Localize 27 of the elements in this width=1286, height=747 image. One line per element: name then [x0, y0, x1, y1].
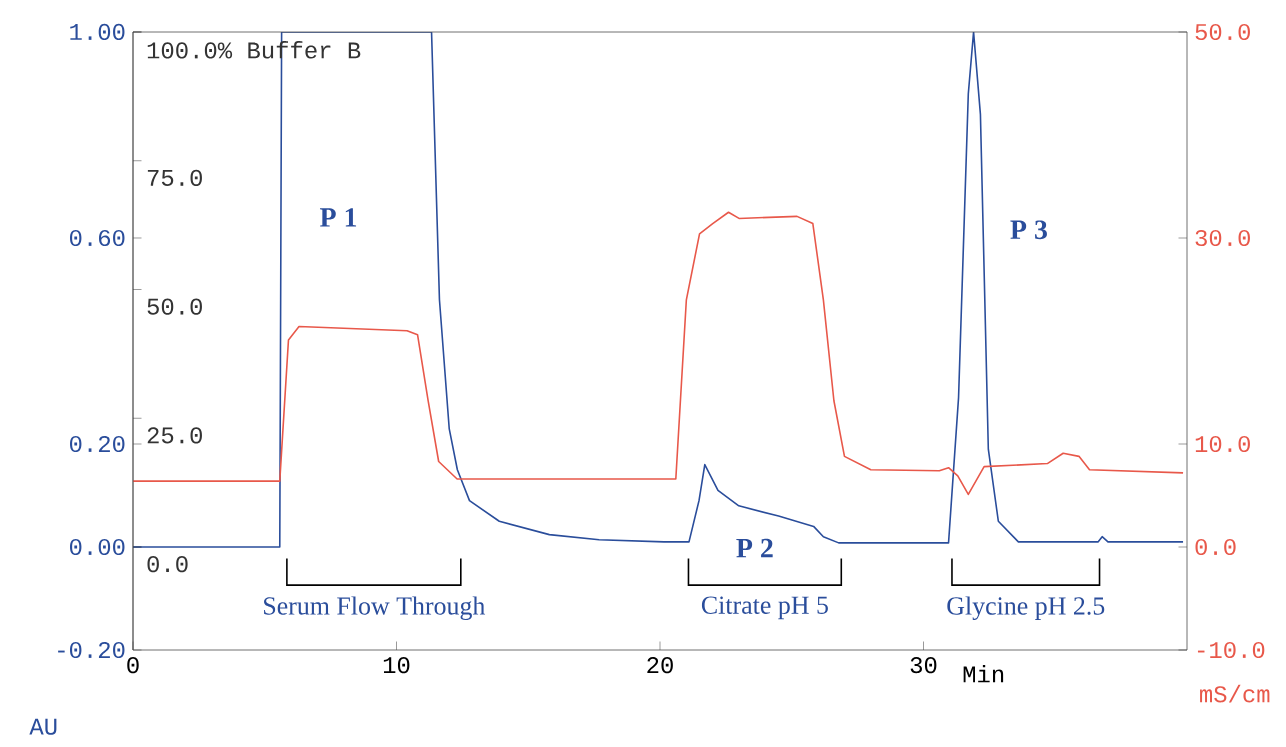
annotation: Glycine pH 2.5: [947, 596, 1105, 621]
y2-tick-label: 50.0: [1195, 23, 1250, 41]
y-tick-label: 0.60: [70, 229, 125, 247]
y3-tick-label: 0.0: [147, 556, 188, 573]
y2-tick-label: 0.0: [1195, 538, 1236, 556]
y3-tick-label: 50.0: [147, 298, 202, 315]
annotation: P 3: [1010, 220, 1047, 240]
y3-tick-label: 25.0: [147, 427, 202, 444]
y-tick-label: 0.00: [70, 538, 125, 556]
y-tick-label: -0.20: [58, 641, 125, 659]
y-tick-label: 1.00: [70, 23, 125, 41]
annotation: P 2: [736, 538, 773, 558]
y2-tick-label: -10.0: [1197, 641, 1265, 659]
x-tick-label: 20: [647, 657, 673, 674]
x-tick-label: 30: [910, 657, 937, 674]
y3-tick-label: 75.0: [147, 169, 202, 186]
y2-axis-title: mS/cm: [1200, 684, 1270, 703]
y2-tick-label: 10.0: [1195, 435, 1250, 453]
x-tick-label: 0: [127, 657, 139, 674]
annotation: Citrate pH 5: [701, 596, 828, 620]
annotation: Serum Flow Through: [264, 596, 486, 621]
x-tick-label: 10: [383, 657, 410, 674]
y-axis-title: AU: [29, 718, 57, 735]
y2-tick-label: 30.0: [1195, 229, 1250, 247]
y-tick-label: 0.20: [70, 435, 125, 453]
x-axis-title: Min: [963, 665, 1004, 683]
annotation: P 1: [320, 208, 357, 227]
